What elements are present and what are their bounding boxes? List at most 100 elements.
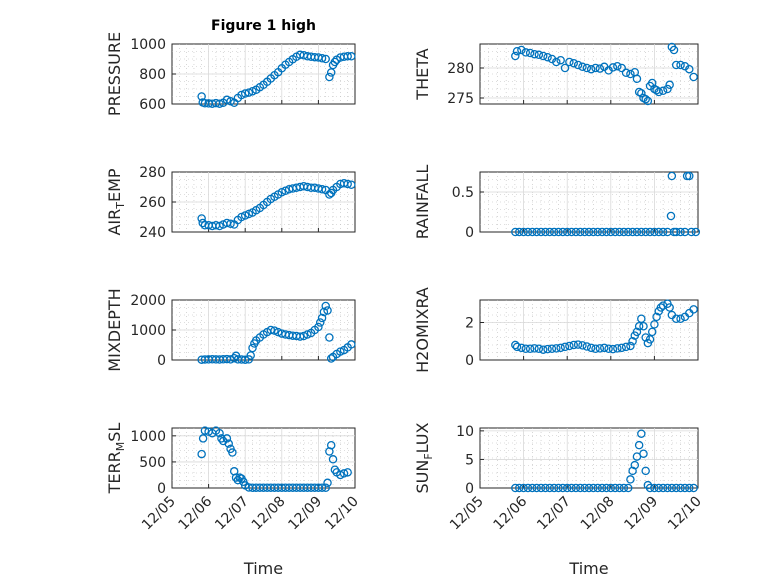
data-point — [328, 455, 338, 464]
x-tick-label: 12/09 — [285, 494, 325, 534]
y-tick-label: 0.5 — [452, 185, 474, 201]
data-point — [658, 86, 668, 96]
data-point — [571, 227, 581, 237]
data-point — [538, 51, 548, 61]
data-point — [567, 227, 576, 237]
data-point — [321, 483, 330, 492]
data-point — [637, 227, 646, 237]
data-point — [619, 483, 629, 493]
data-point — [613, 61, 622, 71]
data-point — [556, 343, 565, 353]
data-point — [689, 72, 698, 82]
data-point — [576, 227, 585, 237]
data-point — [317, 54, 327, 63]
data-point — [626, 475, 635, 484]
data-point — [602, 483, 611, 493]
data-point — [671, 227, 681, 237]
data-point — [617, 63, 626, 73]
y-axis-label: PRESSURE — [105, 32, 124, 116]
data-point — [613, 344, 622, 353]
y-axis-label: SUNFLUX — [413, 422, 435, 493]
data-point — [326, 440, 336, 450]
data-point — [666, 211, 676, 221]
data-point — [325, 72, 334, 82]
data-point — [626, 341, 635, 351]
figure-title: Figure 1 high — [211, 18, 316, 34]
data-point — [534, 344, 544, 353]
y-tick-label: 1000 — [130, 323, 166, 339]
data-point — [514, 483, 524, 493]
data-point — [565, 341, 574, 351]
data-point — [525, 344, 535, 353]
data-point — [569, 340, 578, 350]
data-point — [637, 314, 646, 323]
data-point — [597, 227, 607, 237]
data-point — [549, 227, 559, 237]
data-point — [652, 312, 661, 322]
data-point — [571, 483, 581, 493]
data-point — [663, 227, 672, 237]
x-tick-label: 12/09 — [621, 494, 661, 534]
data-point — [687, 227, 696, 237]
data-point — [541, 227, 550, 237]
y-tick-label: 600 — [139, 97, 166, 113]
data-point — [671, 60, 681, 70]
data-point — [343, 52, 352, 61]
data-point — [511, 483, 520, 493]
panel-h2omixra: 0 2 H2OMIXRA — [413, 287, 699, 373]
data-point — [578, 62, 587, 72]
data-point — [615, 483, 624, 493]
data-point — [552, 57, 561, 67]
data-point — [198, 434, 208, 443]
y-tick-label: 275 — [447, 91, 474, 107]
data-point — [558, 227, 568, 237]
data-point — [541, 483, 550, 493]
data-point — [295, 332, 305, 341]
x-tick-label: 12/10 — [665, 494, 705, 534]
data-point — [634, 440, 644, 450]
data-point — [330, 57, 340, 67]
data-point — [530, 49, 539, 59]
data-point — [623, 483, 633, 493]
data-point — [532, 483, 541, 493]
data-point — [645, 227, 655, 237]
data-point — [528, 483, 537, 493]
data-point — [339, 469, 349, 478]
x-axis-label: Time — [568, 559, 608, 578]
data-point — [197, 449, 206, 459]
data-point — [641, 94, 650, 104]
y-tick-label: 1000 — [130, 429, 166, 445]
data-point — [632, 74, 642, 84]
data-point — [536, 227, 546, 237]
data-point — [608, 344, 618, 354]
data-point — [512, 46, 522, 56]
data-point — [567, 483, 576, 493]
data-point — [560, 63, 570, 73]
data-point — [680, 227, 690, 237]
data-point — [680, 483, 690, 493]
data-point — [244, 355, 254, 364]
data-point — [321, 54, 330, 64]
y-axis-label: THETA — [413, 48, 432, 100]
data-point — [641, 466, 650, 476]
y-axis-label: H2OMIXRA — [413, 287, 432, 373]
data-point — [317, 313, 327, 323]
data-point — [634, 321, 644, 331]
data-point — [552, 344, 561, 353]
data-point — [200, 426, 210, 435]
data-point — [538, 345, 548, 354]
data-point — [521, 344, 531, 353]
data-point — [604, 344, 613, 353]
data-point — [558, 483, 568, 493]
y-tick-label: 0 — [157, 481, 166, 497]
y-tick-label: 500 — [139, 455, 166, 471]
data-point — [582, 342, 592, 351]
data-point — [689, 483, 698, 493]
data-point — [576, 483, 585, 493]
x-tick-label: 12/08 — [249, 494, 289, 534]
y-tick-label: 0 — [157, 353, 166, 369]
data-point — [525, 48, 535, 58]
data-point — [650, 483, 659, 493]
